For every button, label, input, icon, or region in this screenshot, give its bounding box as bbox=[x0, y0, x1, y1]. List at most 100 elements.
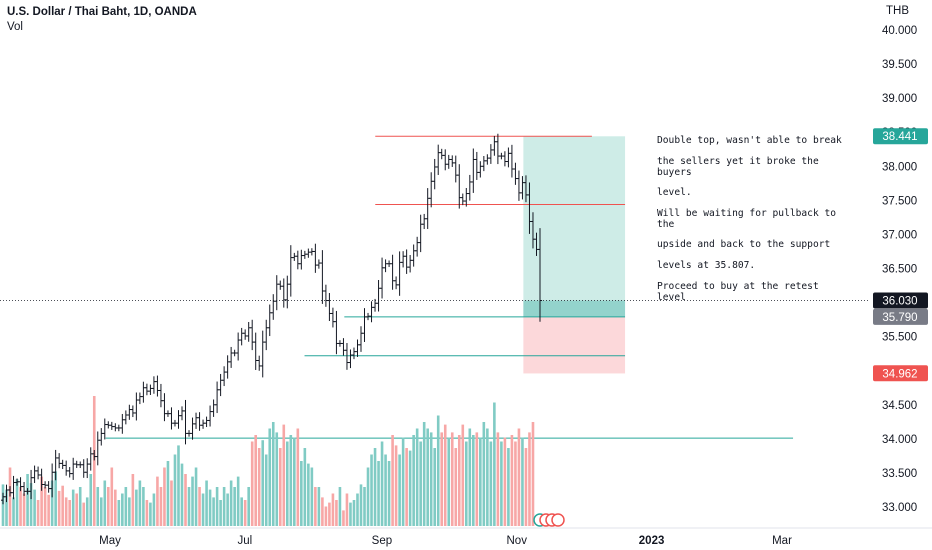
time-tick-label: May bbox=[99, 535, 121, 547]
price-tick-label: 38.000 bbox=[882, 161, 917, 173]
volume-bar bbox=[131, 474, 135, 526]
volume-bar bbox=[184, 474, 187, 526]
volume-bar bbox=[236, 476, 240, 526]
volume-bar bbox=[57, 490, 61, 526]
volume-bar bbox=[138, 480, 142, 526]
volume-bar bbox=[250, 441, 254, 526]
volume-bar bbox=[240, 497, 243, 526]
volume-bar bbox=[307, 463, 310, 526]
volume-bar bbox=[121, 493, 124, 526]
volume-bar bbox=[401, 437, 405, 526]
volume-bar bbox=[75, 493, 79, 526]
stop-zone bbox=[523, 316, 626, 374]
volume-bar bbox=[289, 435, 293, 526]
volume-bar bbox=[145, 500, 149, 526]
volume-bar bbox=[377, 461, 380, 526]
volume-bar bbox=[345, 493, 349, 526]
volume-bar bbox=[89, 474, 93, 526]
volume-bar bbox=[180, 463, 184, 526]
volume-bar bbox=[264, 454, 268, 526]
volume-label[interactable]: Vol bbox=[7, 21, 23, 33]
annotation-note[interactable]: Double top, wasn't able to break the sel… bbox=[657, 126, 847, 313]
volume-bar bbox=[208, 489, 212, 526]
volume-bar bbox=[419, 441, 422, 526]
price-tick-label: 33.000 bbox=[882, 502, 917, 514]
note-line: levels at 35.807. bbox=[657, 260, 756, 272]
volume-bar bbox=[524, 448, 528, 526]
volume-bar bbox=[226, 493, 229, 526]
price-tick-label: 33.500 bbox=[882, 468, 917, 480]
volume-bar bbox=[293, 437, 296, 526]
ohlc-bars bbox=[1, 133, 542, 505]
volume-bar bbox=[342, 510, 345, 526]
volume-bars bbox=[1, 396, 535, 526]
price-tick-label: 37.000 bbox=[882, 229, 917, 241]
volume-bar bbox=[331, 493, 335, 526]
note-line: upside and back to the support bbox=[657, 239, 831, 251]
volume-bar bbox=[117, 500, 121, 526]
volume-bar bbox=[429, 432, 433, 526]
volume-bar bbox=[394, 445, 398, 526]
volume-bar bbox=[366, 467, 370, 526]
volume-bar bbox=[433, 448, 437, 526]
volume-bar bbox=[152, 493, 156, 526]
volume-bar bbox=[219, 500, 222, 526]
volume-bar bbox=[82, 502, 86, 526]
volume-bar bbox=[29, 483, 33, 526]
volume-bar bbox=[40, 476, 43, 526]
volume-bar bbox=[198, 487, 201, 526]
volume-bar bbox=[106, 487, 110, 526]
volume-bar bbox=[177, 445, 180, 526]
volume-bar bbox=[426, 428, 429, 526]
volume-bar bbox=[412, 435, 415, 526]
volume-bar bbox=[503, 437, 507, 526]
volume-bar bbox=[517, 428, 521, 526]
time-tick-label: 2023 bbox=[639, 535, 665, 547]
note-line: Will be waiting for pullback to the bbox=[657, 208, 837, 230]
volume-bar bbox=[222, 487, 226, 526]
volume-bar bbox=[321, 497, 324, 526]
entry-price-label: 35.790 bbox=[882, 312, 917, 324]
volume-bar bbox=[528, 432, 531, 526]
volume-bar bbox=[64, 497, 68, 526]
volume-bar bbox=[194, 467, 198, 526]
volume-bar bbox=[128, 497, 131, 526]
volume-bar bbox=[68, 500, 71, 526]
currency-label: THB bbox=[886, 5, 909, 17]
volume-bar bbox=[296, 428, 300, 526]
volume-bar bbox=[254, 435, 258, 526]
volume-bar bbox=[349, 502, 352, 526]
volume-bar bbox=[15, 479, 19, 526]
stop-price-label-bg bbox=[873, 365, 928, 382]
event-marker-icon bbox=[551, 513, 565, 527]
event-badge[interactable] bbox=[533, 513, 565, 527]
volume-bar bbox=[447, 437, 451, 526]
volume-bar bbox=[489, 441, 493, 526]
volume-bar bbox=[71, 489, 75, 526]
volume-bar bbox=[282, 424, 286, 526]
volume-bar bbox=[408, 450, 412, 526]
time-axis[interactable]: May Jul Sep Nov 2023 Mar bbox=[0, 527, 932, 547]
symbol-title[interactable]: U.S. Dollar / Thai Baht, 1D, OANDA bbox=[7, 6, 197, 18]
volume-bar bbox=[278, 448, 282, 526]
volume-bar bbox=[247, 487, 250, 526]
volume-bar bbox=[191, 476, 194, 526]
volume-bar bbox=[482, 422, 486, 526]
volume-bar bbox=[440, 432, 444, 526]
volume-bar bbox=[391, 435, 394, 526]
volume-bar bbox=[22, 493, 26, 526]
volume-bar bbox=[268, 428, 272, 526]
price-tick-label: 39.000 bbox=[882, 93, 917, 105]
price-tick-label: 35.500 bbox=[882, 332, 917, 344]
time-tick-label: Sep bbox=[372, 535, 392, 547]
price-axis[interactable]: THB33.00033.50034.00034.50035.00035.5003… bbox=[882, 5, 917, 514]
stop-price-label: 34.962 bbox=[882, 368, 917, 380]
price-tick-label: 34.500 bbox=[882, 400, 917, 412]
volume-bar bbox=[92, 396, 96, 526]
current-price-label: 36.030 bbox=[882, 296, 917, 308]
volume-bar bbox=[373, 448, 377, 526]
volume-bar bbox=[387, 461, 391, 526]
volume-bar bbox=[285, 441, 289, 526]
volume-bar bbox=[96, 487, 100, 526]
